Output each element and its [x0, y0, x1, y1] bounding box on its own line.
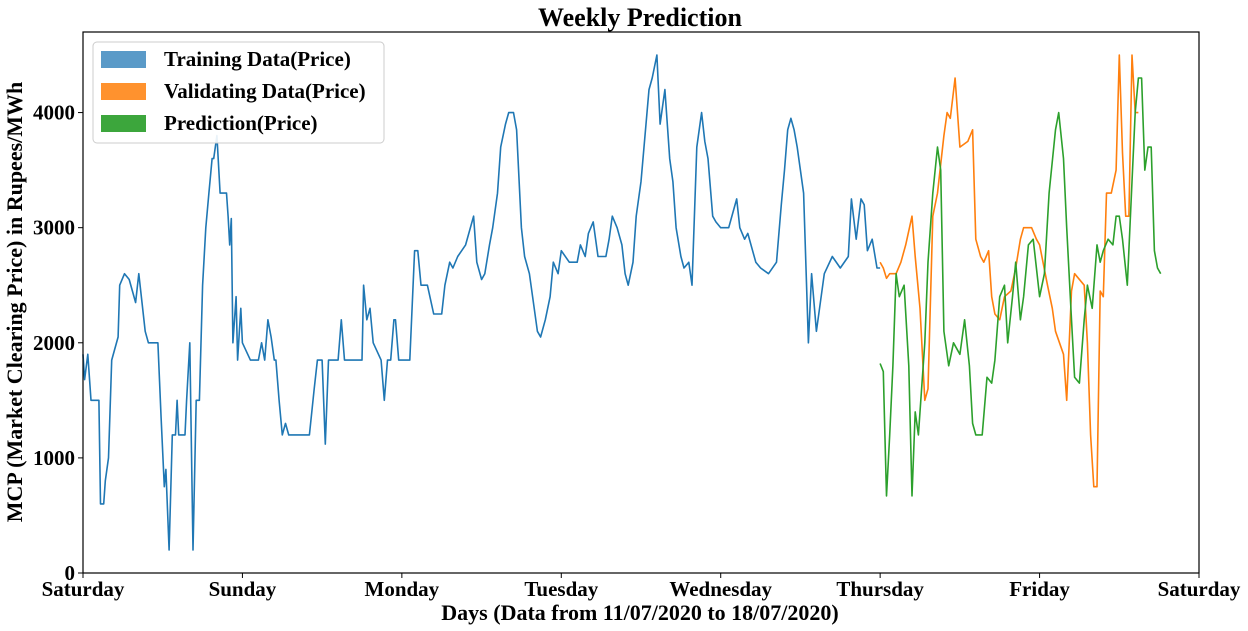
x-tick-label: Friday	[1009, 577, 1070, 601]
y-tick-label: 0	[65, 561, 76, 585]
series-line-3	[879, 77, 1162, 497]
legend-swatch	[101, 83, 146, 100]
legend-swatch	[101, 115, 146, 132]
x-tick-label: Monday	[365, 577, 440, 601]
y-tick-label: 4000	[33, 101, 75, 125]
legend-label: Prediction(Price)	[164, 111, 318, 135]
x-tick-label: Saturday	[1158, 577, 1241, 601]
legend: Training Data(Price) Validating Data(Pric…	[92, 41, 385, 144]
legend-label: Training Data(Price)	[164, 47, 351, 71]
x-tick-label: Wednesday	[669, 577, 772, 601]
x-axis-ticks: Saturday Sunday Monday Tuesday Wednesday Thur…	[42, 573, 1241, 601]
y-tick-label: 3000	[33, 216, 75, 240]
series-line-1	[82, 54, 881, 551]
y-axis-ticks: 0 1000 2000 3000 4000	[33, 101, 83, 585]
x-tick-label: Saturday	[42, 577, 125, 601]
chart-title: Weekly Prediction	[538, 3, 742, 32]
series-layer	[82, 54, 1162, 551]
y-tick-label: 1000	[33, 446, 75, 470]
x-axis-label: Days (Data from 11/07/2020 to 18/07/2020…	[441, 600, 838, 625]
legend-swatch	[101, 51, 146, 68]
x-tick-label: Sunday	[209, 577, 277, 601]
legend-label: Validating Data(Price)	[164, 79, 366, 103]
x-tick-label: Thursday	[836, 577, 924, 601]
x-tick-label: Tuesday	[524, 577, 598, 601]
y-tick-label: 2000	[33, 331, 75, 355]
y-axis-label: MCP (Market Clearing Price) in Rupees/MW…	[2, 82, 27, 523]
plot-area-frame	[82, 31, 1200, 574]
legend-box	[92, 41, 385, 144]
